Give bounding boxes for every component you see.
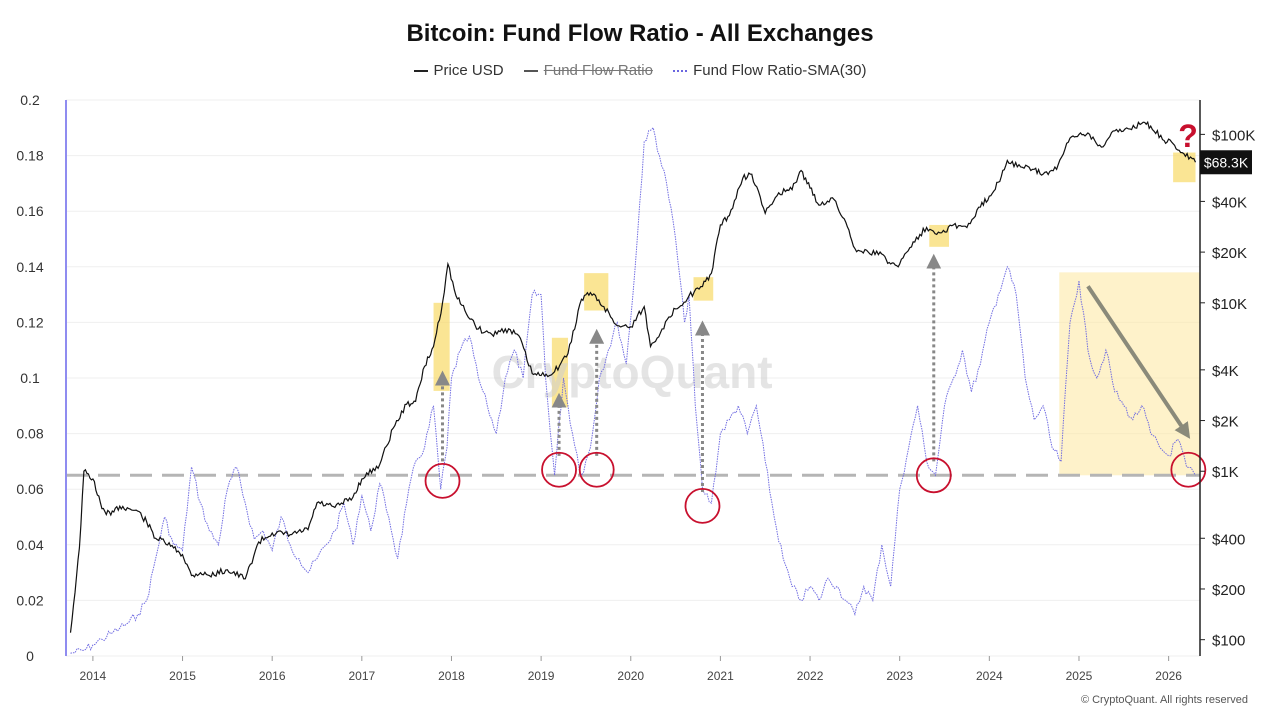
y-right-tick-label: $10K (1212, 296, 1247, 313)
axes-layer (65, 100, 1205, 661)
current-price-tag (1200, 150, 1252, 175)
highlight-box (929, 224, 949, 247)
bottom-circle (684, 487, 721, 524)
x-tick-label: 2017 (348, 669, 375, 683)
highlight-box (693, 277, 714, 301)
y-left-tick-label: 0.16 (16, 203, 43, 219)
chart-title: Bitcoin: Fund Flow Ratio - All Exchanges (406, 20, 874, 47)
shaded-decline-region (1059, 272, 1200, 476)
series-line-price (69, 120, 1197, 633)
y-left-tick-label: 0.2 (20, 92, 40, 108)
series-line-sma30 (70, 126, 1196, 654)
y-right-tick-label: $40K (1212, 194, 1247, 211)
y-left-tick-label: 0.06 (16, 481, 43, 497)
downtrend-arrow (1086, 285, 1191, 439)
chart-legend: Price USD Fund Flow Ratio Fund Flow Rati… (0, 62, 1280, 79)
y-right-tick-label: $100 (1212, 633, 1245, 650)
sma-series-layer (70, 126, 1196, 654)
x-tick-label: 2026 (1155, 669, 1182, 683)
arrow-layer (435, 253, 1191, 492)
legend-label-price: Price USD (433, 62, 504, 79)
price-series-layer (69, 120, 1197, 633)
y-left-tick-label: 0.12 (16, 314, 43, 330)
watermark: CryptoQuant (491, 346, 772, 398)
x-tick-label: 2024 (976, 669, 1003, 683)
bottom-circle (915, 457, 952, 494)
y-right-tick-label: $200 (1212, 582, 1245, 599)
legend-swatch-sma30 (673, 70, 688, 73)
gridlines (66, 99, 1200, 657)
legend-label-fund-flow-ratio: Fund Flow Ratio (543, 62, 653, 79)
y-left-tick-label: 0.04 (16, 537, 43, 553)
x-tick-label: 2023 (886, 669, 913, 683)
y-left-tick-label: 0 (26, 648, 34, 664)
x-tick-label: 2021 (707, 669, 734, 683)
x-tick-label: 2019 (528, 669, 555, 683)
legend-item-sma30[interactable]: Fund Flow Ratio-SMA(30) (673, 62, 866, 79)
bottom-circle (541, 451, 577, 488)
y-left-tick-label: 0.02 (16, 592, 43, 608)
x-tick-label: 2014 (80, 669, 107, 683)
circle-layer (424, 451, 1207, 524)
x-tick-label: 2018 (438, 669, 465, 683)
bottom-circle (424, 462, 461, 499)
x-tick-label: 2020 (617, 669, 644, 683)
y-right-tick-label: $2K (1212, 414, 1239, 431)
y-right-tick-label: $1K (1212, 464, 1239, 481)
y-left-tick-label: 0.14 (16, 259, 43, 275)
highlight-box (551, 337, 569, 408)
highlight-box (1173, 152, 1196, 183)
y-left-tick-label: 0.1 (20, 370, 40, 386)
highlight-box (584, 273, 609, 311)
y-right-tick-label: $4K (1212, 363, 1239, 380)
bottom-circle (578, 451, 615, 488)
legend-item-price[interactable]: Price USD (413, 62, 504, 79)
bottom-circle (1170, 451, 1207, 488)
y-right-tick-label: $400 (1212, 531, 1245, 548)
legend-swatch-price (413, 70, 428, 73)
legend-swatch-fund-flow-ratio (523, 70, 538, 73)
highlight-box (433, 302, 450, 391)
tick-label-layer: 0 0.02 0.04 0.06 0.08 0.1 0.12 0.14 0.16 0.18 0.2 2… (16, 92, 1255, 683)
question-mark-icon: ? (1178, 118, 1198, 154)
y-right-tick-label: $20K (1212, 245, 1247, 262)
x-tick-label: 2016 (259, 669, 286, 683)
y-left-tick-label: 0.08 (16, 426, 43, 442)
current-price-label: $68.3K (1204, 154, 1249, 170)
x-tick-label: 2022 (797, 669, 824, 683)
legend-item-fund-flow-ratio[interactable]: Fund Flow Ratio (523, 62, 653, 79)
shaded-region-layer (1059, 272, 1200, 476)
copyright-notice: © CryptoQuant. All rights reserved (1080, 694, 1248, 706)
legend-label-sma30: Fund Flow Ratio-SMA(30) (693, 62, 867, 79)
x-tick-label: 2015 (169, 669, 196, 683)
y-right-tick-label: $100K (1212, 127, 1255, 144)
y-left-tick-label: 0.18 (16, 148, 43, 164)
x-tick-label: 2025 (1066, 669, 1093, 683)
